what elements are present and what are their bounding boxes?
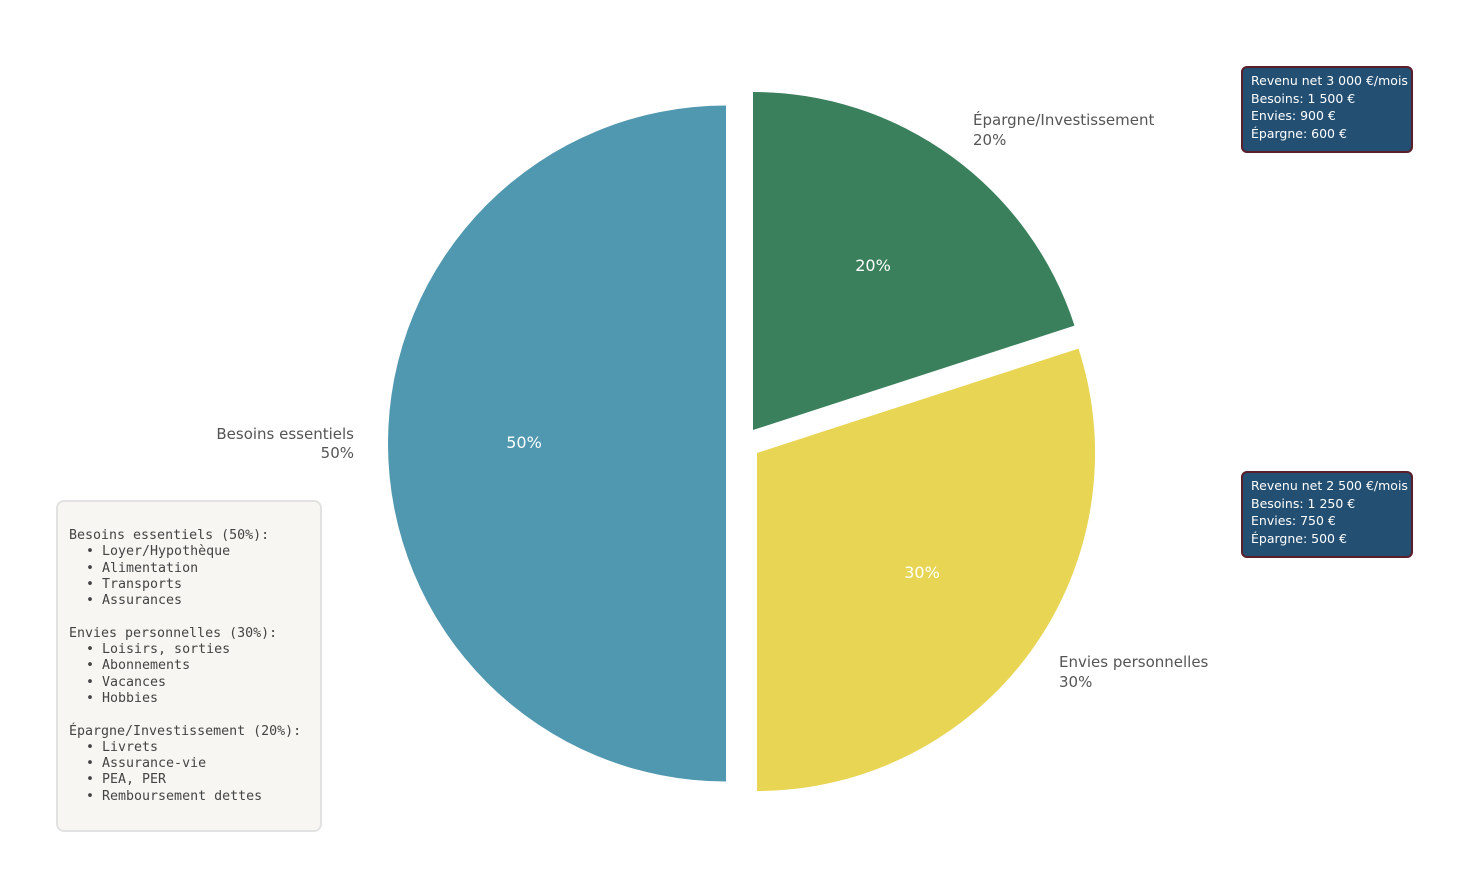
legend-item: • Loyer/Hypothèque	[86, 544, 231, 560]
legend-group-title: Épargne/Investissement (20%):	[69, 723, 302, 739]
legend-item: • Loisirs, sorties	[86, 642, 231, 658]
income-box-besoins: Besoins: 1 250 €	[1251, 495, 1356, 511]
legend-group-title: Besoins essentiels (50%):	[69, 528, 270, 543]
income-box-envies: Envies: 900 €	[1251, 108, 1336, 123]
slice-pct-epargne: 20%	[855, 256, 891, 275]
slice-besoins[interactable]	[388, 105, 726, 782]
income-box-3000: Revenu net 3 000 €/mois Besoins: 1 500 €…	[1241, 66, 1413, 153]
slice-envies[interactable]	[757, 348, 1096, 791]
income-box-title: Revenu net 2 500 €/mois	[1251, 478, 1408, 493]
outer-pct-besoins: 50%	[321, 444, 354, 462]
income-box-epargne: Épargne: 600 €	[1251, 125, 1347, 141]
slice-pct-besoins: 50%	[506, 433, 542, 452]
outer-label-envies: Envies personnelles	[1059, 653, 1209, 671]
income-box-envies: Envies: 750 €	[1251, 513, 1336, 528]
legend-group-title: Envies personnelles (30%):	[69, 625, 278, 641]
legend-item: • PEA, PER	[86, 772, 167, 788]
category-breakdown-box: Besoins essentiels (50%): • Loyer/Hypoth…	[56, 500, 322, 832]
legend-group-epargne: Épargne/Investissement (20%): • Livrets …	[69, 724, 320, 805]
income-box-2500: Revenu net 2 500 €/mois Besoins: 1 250 €…	[1241, 471, 1413, 558]
legend-group-envies: Envies personnelles (30%): • Loisirs, so…	[69, 626, 320, 707]
legend-item: • Assurances	[86, 593, 183, 609]
legend-item: • Abonnements	[86, 658, 191, 674]
legend-item: • Vacances	[86, 674, 167, 690]
legend-item: • Alimentation	[86, 560, 199, 576]
income-box-epargne: Épargne: 500 €	[1251, 530, 1347, 546]
income-box-title: Revenu net 3 000 €/mois	[1251, 73, 1408, 88]
legend-item: • Transports	[86, 576, 183, 592]
legend-item: • Remboursement dettes	[86, 788, 263, 804]
slice-pct-envies: 30%	[904, 563, 940, 582]
legend-group-besoins: Besoins essentiels (50%): • Loyer/Hypoth…	[69, 528, 320, 609]
outer-label-besoins: Besoins essentiels	[216, 425, 354, 443]
income-box-besoins: Besoins: 1 500 €	[1251, 90, 1356, 106]
outer-pct-epargne: 20%	[973, 131, 1006, 149]
legend-item: • Hobbies	[86, 690, 159, 706]
legend-item: • Assurance-vie	[86, 756, 207, 772]
legend-item: • Livrets	[86, 739, 159, 755]
outer-label-epargne: Épargne/Investissement	[973, 110, 1155, 129]
slice-epargne[interactable]	[753, 92, 1075, 430]
outer-pct-envies: 30%	[1059, 673, 1092, 691]
